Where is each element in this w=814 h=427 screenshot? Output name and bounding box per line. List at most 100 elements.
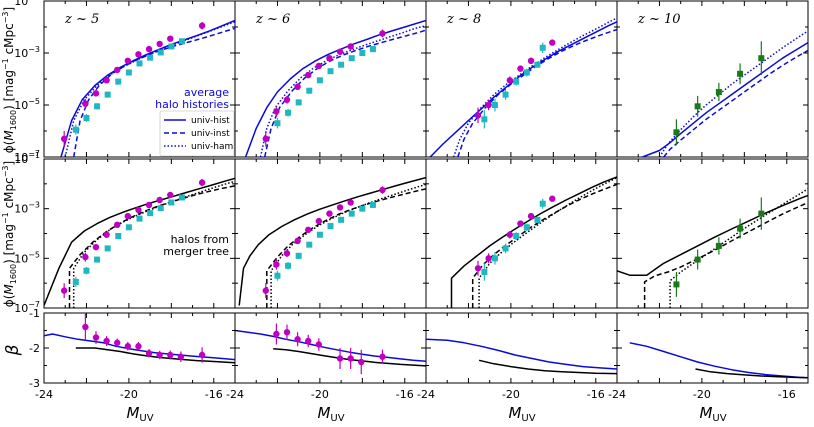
magenta-circle-point: [103, 231, 110, 238]
univ-inst-curve: [457, 28, 617, 157]
magenta-circle-point: [305, 71, 312, 79]
magenta-circle-point: [114, 66, 121, 74]
row1-panel-2-points: [262, 29, 386, 147]
cyan-square-point: [523, 69, 530, 76]
cyan-square-point: [306, 87, 313, 94]
row1-panel-4-points: [673, 41, 765, 146]
magenta-circle-point: [283, 96, 291, 104]
magenta-circle-point: [124, 212, 132, 220]
x-tick-label: -16: [587, 388, 605, 401]
tree-hist-curve: [44, 177, 235, 306]
row1-panel-2-curves: [244, 19, 426, 157]
axes-ticks: 10−710−510−310−110−710−510−310−1-3-2-1-2…: [14, 0, 809, 401]
magenta-circle-point: [485, 101, 492, 109]
cyan-square-point: [83, 267, 90, 274]
magenta-circle-point: [114, 221, 121, 229]
beta-magenta-point: [135, 343, 142, 350]
cyan-square-point: [104, 245, 111, 252]
univ-hist-curve: [429, 21, 617, 157]
magenta-circle-point: [336, 48, 344, 55]
row3-panel-1-points: [82, 313, 206, 363]
green-square-point: [673, 281, 680, 288]
univ-ham-curve: [658, 30, 808, 157]
magenta-circle-point: [326, 55, 333, 62]
magenta-circle-point: [60, 287, 68, 294]
cyan-square-point: [327, 223, 334, 230]
cyan-square-point: [136, 215, 143, 222]
row1-panel-3-curves: [429, 17, 617, 157]
row2-panel-3-points: [474, 195, 556, 281]
magenta-circle-point: [347, 199, 354, 206]
magenta-circle-point: [506, 77, 514, 84]
phi-tick-label: 10−1: [14, 151, 40, 166]
univ-hist-curve: [60, 19, 235, 157]
magenta-circle-point: [167, 191, 174, 199]
cyan-square-point: [285, 109, 292, 116]
green-square-point: [737, 70, 744, 77]
tree-inst-curve: [643, 201, 808, 308]
phi-tick-label: 10−1: [14, 0, 40, 8]
cyan-square-point: [285, 262, 292, 269]
cyan-square-point: [274, 120, 281, 127]
beta-magenta-point: [379, 353, 386, 360]
row2-panel-1-curves: [44, 177, 235, 308]
row3-panel-4-curves: [629, 342, 808, 379]
tree-annotation-line1: halos from: [171, 233, 229, 246]
beta-tree-curve: [695, 368, 808, 379]
magenta-circle-point: [82, 100, 89, 107]
cyan-square-point: [94, 256, 101, 263]
x-tick-label: -24: [608, 388, 626, 401]
beta-magenta-point: [336, 355, 344, 362]
phi-axis-label-top: ϕ(M1600) [mag−1 cMpc−3]: [1, 7, 18, 153]
row1-panel-4-curves: [642, 30, 808, 157]
cyan-square-point: [295, 99, 302, 106]
tree-inst-curve: [266, 188, 426, 308]
legend-label-hist: univ-hist: [191, 116, 230, 126]
x-axis-labels: MUV MUV MUV MUV: [126, 404, 726, 424]
univ-inst-curve: [72, 27, 235, 157]
cyan-square-point: [72, 126, 79, 133]
tree-hist-curve: [450, 176, 617, 308]
univ-ham-curve: [259, 24, 426, 157]
magenta-circle-point: [517, 220, 524, 227]
magenta-circle-point: [124, 57, 132, 64]
beta-magenta-point: [294, 336, 301, 343]
beta-magenta-point: [273, 330, 280, 338]
green-square-point: [758, 55, 765, 62]
tree-ham-curve: [669, 188, 808, 308]
panel-frame-r2-c4: [616, 158, 809, 309]
cyan-square-point: [168, 43, 175, 50]
cyan-square-point: [136, 60, 143, 67]
beta-model-curve: [629, 342, 808, 379]
beta-tree-curve: [478, 359, 617, 375]
beta-magenta-point: [103, 337, 110, 345]
phi-tick-label: 10−7: [14, 149, 40, 164]
cyan-square-point: [539, 44, 546, 51]
magenta-circle-point: [92, 243, 100, 251]
magenta-circle-point: [347, 43, 354, 50]
magenta-circle-point: [198, 22, 206, 29]
green-square-point: [694, 256, 701, 263]
magenta-circle-point: [506, 231, 514, 238]
cyan-square-point: [502, 91, 509, 98]
row2-panel-4-curves: [617, 188, 808, 308]
magenta-circle-point: [145, 45, 153, 53]
row2-panel-3-curves: [450, 176, 617, 308]
magenta-circle-point: [82, 253, 89, 261]
cyan-square-point: [157, 49, 164, 56]
phi-tick-label: 10−3: [14, 45, 40, 60]
beta-magenta-point: [114, 339, 121, 346]
cyan-square-point: [125, 224, 132, 231]
green-square-point: [715, 242, 722, 249]
beta-magenta-point: [156, 351, 163, 359]
cyan-square-point: [83, 115, 90, 121]
row1-panel-1-points: [60, 21, 206, 147]
cyan-square-point: [178, 194, 185, 201]
row3-panel-2-points: [273, 323, 386, 375]
beta-magenta-point: [145, 350, 153, 357]
row1-panel-3-points: [474, 39, 556, 129]
univ-inst-curve: [663, 49, 808, 157]
univ-ham-curve: [64, 21, 235, 157]
cyan-square-point: [147, 54, 154, 61]
